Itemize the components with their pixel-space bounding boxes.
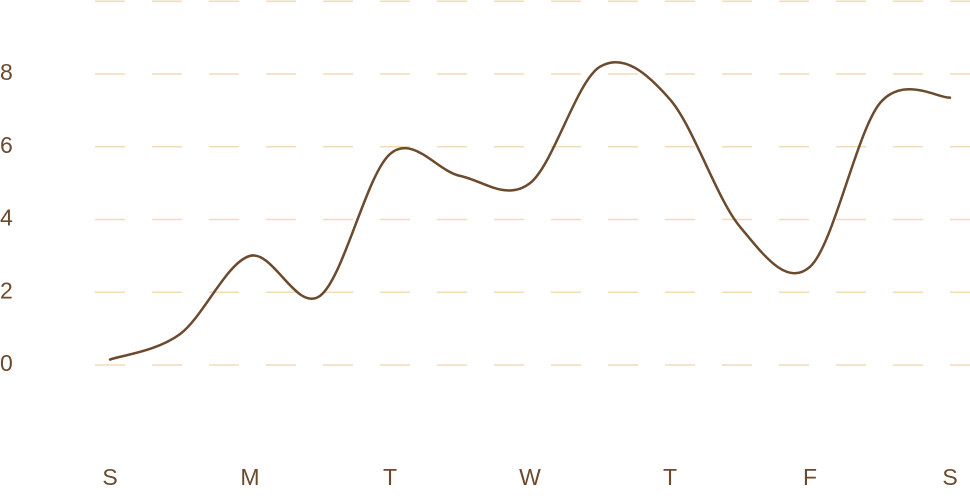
y-tick-label: 8	[0, 59, 13, 85]
x-tick-label: W	[519, 464, 541, 490]
y-tick-label: 0	[0, 350, 13, 376]
x-tick-label: F	[803, 464, 817, 490]
x-tick-label: T	[383, 464, 397, 490]
x-tick-label: S	[102, 464, 117, 490]
y-tick-label: 6	[0, 132, 13, 158]
y-tick-label: 2	[0, 277, 13, 303]
y-tick-label: 4	[0, 205, 13, 231]
x-tick-label: T	[663, 464, 677, 490]
line	[108, 60, 952, 361]
x-tick-label: M	[240, 464, 259, 490]
x-tick-label: S	[942, 464, 957, 490]
